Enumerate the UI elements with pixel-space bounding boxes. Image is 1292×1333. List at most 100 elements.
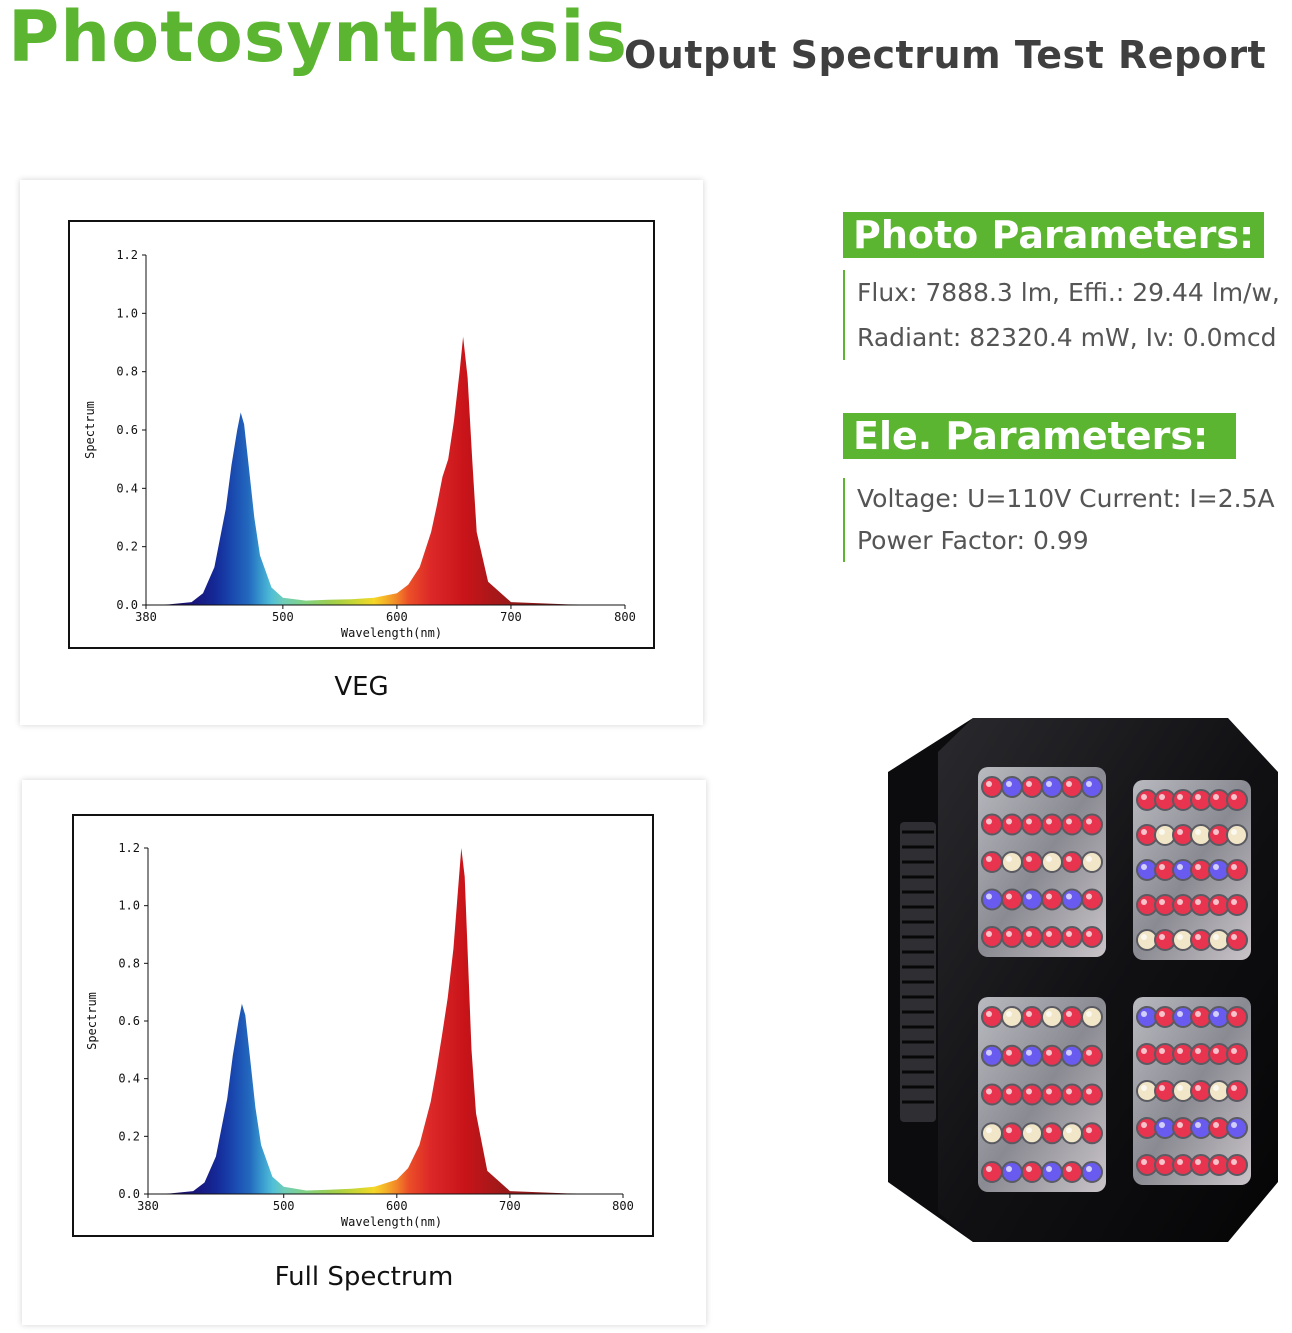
led-highlight	[1046, 1166, 1052, 1172]
led-diode	[1021, 888, 1043, 911]
led-diode	[1061, 776, 1083, 798]
y-tick-label: 0.0	[116, 598, 138, 612]
led-highlight	[1231, 1011, 1237, 1017]
led-highlight	[1046, 856, 1052, 862]
led-highlight	[1213, 1159, 1219, 1165]
led-highlight	[1026, 1088, 1032, 1095]
y-tick-label: 1.2	[118, 841, 140, 855]
led-highlight	[1159, 864, 1165, 870]
x-tick-label: 500	[273, 1199, 295, 1213]
led-diode	[1001, 851, 1023, 873]
led-highlight	[1086, 1011, 1092, 1017]
y-axis-label: Spectrum	[85, 992, 99, 1050]
led-diode	[981, 813, 1003, 836]
x-tick-label: 600	[386, 1199, 408, 1213]
led-highlight	[1066, 931, 1072, 937]
led-diode	[1041, 926, 1063, 948]
led-diode	[1081, 888, 1103, 911]
ele-parameters-block: Voltage: U=110V Current: I=2.5A Power Fa…	[843, 478, 1275, 562]
led-highlight	[1141, 899, 1147, 905]
led-highlight	[986, 856, 992, 862]
led-highlight	[1026, 1011, 1032, 1017]
led-highlight	[1066, 1088, 1072, 1095]
led-diode	[1001, 776, 1023, 798]
x-tick-label: 380	[137, 1199, 159, 1213]
led-highlight	[1141, 1159, 1147, 1165]
led-highlight	[1213, 899, 1219, 905]
y-tick-label: 0.2	[116, 540, 138, 554]
led-highlight	[1026, 818, 1032, 825]
led-diode	[1041, 1161, 1063, 1183]
led-diode	[1226, 859, 1248, 881]
led-diode	[1061, 888, 1083, 911]
led-highlight	[1195, 1048, 1201, 1054]
led-diode	[1001, 1161, 1023, 1183]
led-highlight	[1086, 931, 1092, 937]
led-diode	[1041, 1044, 1063, 1067]
led-highlight	[1213, 1048, 1219, 1054]
led-diode	[1021, 813, 1043, 836]
chart-frame	[68, 220, 655, 649]
led-highlight	[1026, 781, 1032, 787]
led-highlight	[1141, 934, 1147, 940]
ele-parameters-line-2: Power Factor: 0.99	[857, 526, 1089, 555]
led-highlight	[1159, 794, 1165, 800]
led-highlight	[1213, 864, 1219, 870]
y-tick-label: 0.6	[116, 423, 138, 437]
led-diode	[1061, 851, 1083, 873]
led-highlight	[986, 1011, 992, 1017]
led-highlight	[1046, 893, 1052, 900]
y-tick-label: 0.0	[118, 1187, 140, 1201]
led-diode	[1041, 776, 1063, 798]
led-highlight	[1066, 1049, 1072, 1056]
led-highlight	[1046, 1088, 1052, 1095]
led-diode	[1081, 1044, 1103, 1067]
led-highlight	[1231, 829, 1237, 835]
led-highlight	[1026, 893, 1032, 900]
led-highlight	[1177, 1011, 1183, 1017]
led-highlight	[1159, 1011, 1165, 1017]
spectrum-area	[148, 848, 623, 1194]
led-diode	[1226, 789, 1248, 811]
photo-parameters-line-1: Flux: 7888.3 lm, Effi.: 29.44 lm/w,	[857, 278, 1280, 307]
led-highlight	[1177, 794, 1183, 800]
led-highlight	[1141, 1048, 1147, 1054]
veg-chart-caption: VEG	[334, 672, 389, 702]
led-highlight	[1006, 1049, 1012, 1056]
led-diode	[1021, 926, 1043, 948]
led-highlight	[1195, 1011, 1201, 1017]
led-highlight	[1141, 829, 1147, 835]
led-highlight	[1195, 794, 1201, 800]
led-highlight	[1231, 899, 1237, 905]
led-diode	[1081, 926, 1103, 948]
led-diode	[1081, 776, 1103, 798]
led-highlight	[1066, 781, 1072, 787]
full-spectrum-chart-caption: Full Spectrum	[274, 1262, 454, 1292]
led-highlight	[1213, 1085, 1219, 1091]
led-diode	[1021, 776, 1043, 798]
led-highlight	[1066, 818, 1072, 825]
led-diode	[1226, 1117, 1248, 1139]
led-diode	[1061, 1083, 1083, 1106]
led-diode	[1061, 813, 1083, 836]
led-highlight	[1026, 1127, 1032, 1134]
led-highlight	[1006, 893, 1012, 900]
led-highlight	[1231, 1122, 1237, 1128]
led-diode	[1001, 1122, 1023, 1145]
led-diode	[1001, 1044, 1023, 1067]
led-highlight	[1086, 781, 1092, 787]
led-highlight	[1086, 1127, 1092, 1134]
page-title: Photosynthesis	[8, 0, 629, 78]
led-highlight	[1195, 934, 1201, 940]
full-spectrum-chart: 380 500 600 700 800 0.0 0.2 0.4 0.6 0.8 1.0 1.2 Wave…	[72, 814, 654, 1237]
led-diode	[1041, 888, 1063, 911]
led-diode	[1226, 894, 1248, 916]
y-tick-label: 1.2	[116, 248, 138, 262]
led-highlight	[1213, 794, 1219, 800]
led-highlight	[1231, 1048, 1237, 1054]
led-highlight	[1086, 1166, 1092, 1172]
led-highlight	[1086, 1049, 1092, 1056]
y-axis-label: Spectrum	[83, 401, 97, 459]
led-highlight	[1159, 1159, 1165, 1165]
led-highlight	[1159, 1048, 1165, 1054]
